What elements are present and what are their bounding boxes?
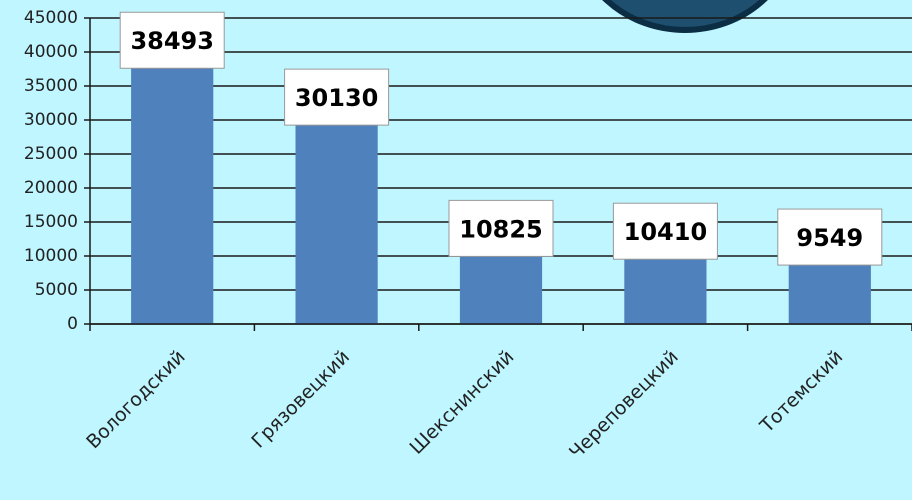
y-tick-label: 45000 <box>24 8 78 28</box>
decoration <box>602 0 768 33</box>
bar <box>295 119 378 324</box>
bar <box>459 250 543 324</box>
bar <box>788 259 871 324</box>
data-label: 10410 <box>624 218 708 246</box>
y-tick-label: 0 <box>67 314 78 334</box>
data-label: 9549 <box>796 224 863 252</box>
y-tick-label: 20000 <box>24 178 78 198</box>
bar <box>131 62 214 325</box>
y-tick-label: 5000 <box>35 280 78 300</box>
y-tick-label: 25000 <box>24 144 78 164</box>
data-label-box <box>612 202 718 260</box>
data-label: 30130 <box>295 84 379 112</box>
data-label-box <box>777 208 883 266</box>
data-label-box <box>284 68 390 126</box>
y-tick-label: 40000 <box>24 42 78 62</box>
y-tick-label: 35000 <box>24 76 78 96</box>
y-tick-label: 15000 <box>24 212 78 232</box>
y-tick-label: 10000 <box>24 246 78 266</box>
data-label-box <box>119 11 225 69</box>
bar <box>624 253 707 324</box>
data-label: 10825 <box>459 215 543 243</box>
data-label: 38493 <box>130 27 214 55</box>
y-tick-label: 30000 <box>24 110 78 130</box>
data-label-box <box>448 199 554 257</box>
